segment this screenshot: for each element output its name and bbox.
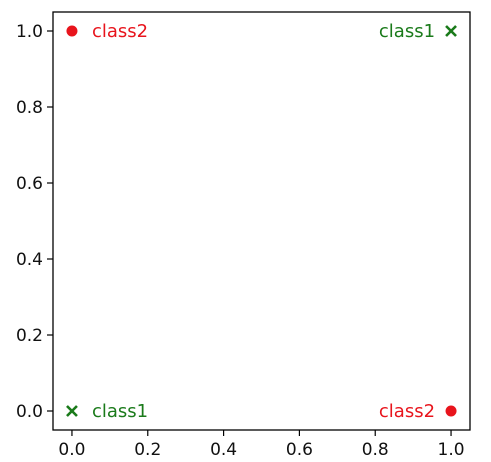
x-marker-stroke (445, 25, 457, 37)
y-tick-label: 0.4 (16, 250, 43, 270)
x-tick-label: 0.0 (58, 440, 85, 460)
x-tick-label: 0.4 (210, 440, 237, 460)
point-x-marker (445, 25, 457, 37)
point-label: class1 (379, 21, 435, 42)
y-tick-label: 0.2 (16, 326, 43, 346)
y-tick-label: 0.0 (16, 402, 43, 422)
point-x-marker (66, 405, 78, 417)
point-label: class2 (379, 401, 435, 422)
plot-frame (52, 11, 471, 431)
x-tick-label: 0.6 (286, 440, 313, 460)
y-tick-label: 0.6 (16, 174, 43, 194)
point-label: class2 (92, 21, 148, 42)
x-tick-label: 0.8 (362, 440, 389, 460)
point-circle-marker (66, 25, 78, 37)
x-tick-label: 0.2 (134, 440, 161, 460)
point-circle-marker (445, 405, 457, 417)
y-tick-label: 0.8 (16, 98, 43, 118)
x-tick-label: 1.0 (438, 440, 465, 460)
x-marker-stroke (66, 405, 78, 417)
point-label: class1 (92, 401, 148, 422)
y-tick-label: 1.0 (16, 22, 43, 42)
